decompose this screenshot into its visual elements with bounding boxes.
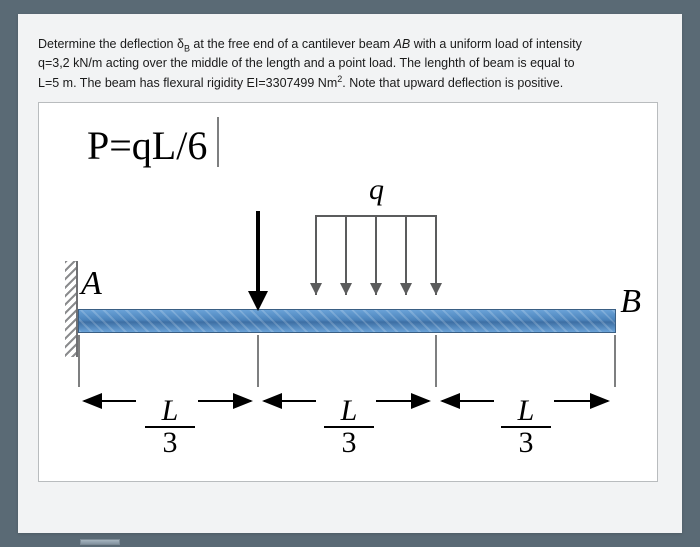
distributed-load-arrow: [375, 215, 377, 295]
distributed-load-arrow: [405, 215, 407, 295]
text-1c: with a uniform load of intensity: [410, 37, 582, 51]
ab-label: AB: [394, 37, 411, 51]
dimension-tick: [614, 335, 616, 387]
text-2a: q=3,2 kN/m acting over the middle of the…: [38, 56, 575, 70]
point-load-arrow: [250, 211, 266, 311]
problem-statement: Determine the deflection δB at the free …: [38, 36, 662, 92]
arrowhead-down-icon: [248, 291, 268, 311]
distributed-load-symbol: q: [369, 173, 384, 207]
point-load-formula: P=qL/6: [87, 117, 219, 169]
cantilever-beam: [78, 309, 616, 333]
support-label-a: A: [81, 265, 102, 303]
frac-den: 3: [145, 428, 195, 458]
distributed-load-arrow: [435, 215, 437, 295]
segment-length-1: L 3: [145, 397, 195, 458]
text-1b: at the free end of a cantilever beam: [190, 37, 394, 51]
distributed-load-arrow: [345, 215, 347, 295]
text-1a: Determine the deflection: [38, 37, 177, 51]
frac-num: L: [501, 397, 551, 428]
dimension-tick: [78, 335, 80, 387]
beam-diagram: P=qL/6 q A B: [38, 102, 658, 482]
free-end-label-b: B: [620, 283, 641, 321]
dimension-tick: [435, 335, 437, 387]
text-3a: L=5 m. The beam has flexural rigidity EI…: [38, 76, 337, 90]
page-footer-decor: [80, 539, 120, 545]
dimension-tick: [257, 335, 259, 387]
segment-length-3: L 3: [501, 397, 551, 458]
text-3b: . Note that upward deflection is positiv…: [342, 76, 563, 90]
distributed-load-arrow: [315, 215, 317, 295]
formula-text: P=qL/6: [87, 123, 207, 168]
point-load-shaft: [256, 211, 260, 297]
frac-den: 3: [324, 428, 374, 458]
formula-separator: [217, 117, 219, 167]
frac-den: 3: [501, 428, 551, 458]
segment-length-2: L 3: [324, 397, 374, 458]
frac-num: L: [145, 397, 195, 428]
delta-symbol: δ: [177, 37, 184, 51]
problem-card: Determine the deflection δ B at the free …: [18, 14, 682, 533]
frac-num: L: [324, 397, 374, 428]
